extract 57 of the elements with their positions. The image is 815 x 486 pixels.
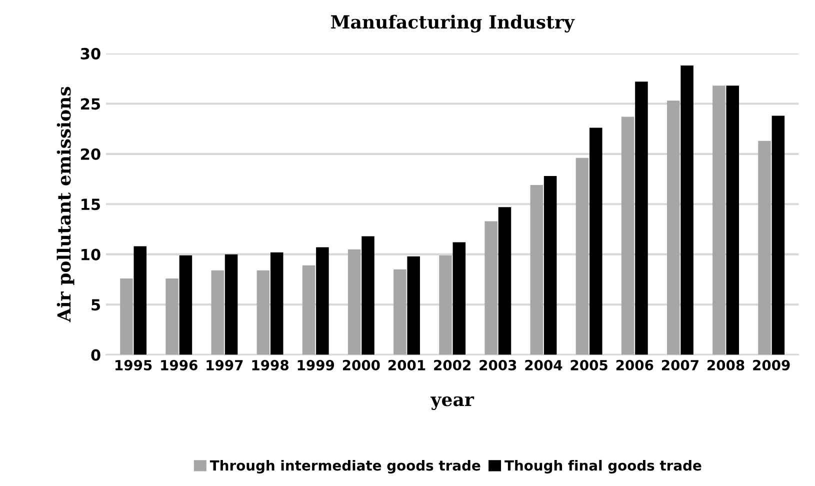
bar [621, 116, 634, 355]
y-tick-label: 0 [91, 349, 100, 361]
bar [484, 221, 498, 355]
bar [726, 86, 739, 355]
x-tick-label: 1997 [206, 360, 243, 370]
bar [134, 246, 147, 355]
bar [635, 82, 648, 355]
bar [758, 140, 771, 355]
x-axis-title: year [430, 396, 474, 410]
y-tick-label: 10 [82, 248, 100, 260]
y-axis-title: Air pollutant emissions [56, 86, 74, 322]
bar [224, 254, 238, 355]
bar [256, 270, 270, 355]
bar [166, 278, 178, 355]
bar [348, 249, 361, 355]
x-tick-label: 2000 [342, 360, 380, 370]
bar [179, 255, 192, 355]
bar [680, 66, 694, 355]
x-tick-label: 2006 [616, 360, 654, 370]
x-tick-label: 2001 [388, 360, 426, 370]
y-tick-label: 25 [81, 98, 100, 110]
legend-label: Through intermediate goods trade [210, 460, 480, 474]
x-tick-label: 1999 [298, 360, 334, 370]
x-tick-label: 1995 [116, 360, 152, 370]
bar [544, 176, 557, 355]
bar [302, 265, 316, 355]
bar [498, 207, 512, 355]
bar [590, 128, 602, 355]
x-tick-label: 2004 [525, 360, 562, 370]
bar [772, 116, 785, 355]
x-tick-label: 2008 [708, 360, 744, 370]
y-tick-label: 15 [82, 198, 100, 210]
y-tick-label: 5 [92, 299, 100, 311]
bar [120, 278, 133, 355]
bar [452, 242, 466, 355]
x-tick-label: 1998 [252, 360, 288, 370]
bar [316, 247, 329, 355]
y-tick-label: 30 [80, 48, 100, 60]
x-tick-label: 2005 [570, 360, 608, 370]
bar [439, 255, 452, 355]
x-tick-label: 2007 [662, 360, 698, 370]
bar [270, 252, 284, 355]
x-tick-label: 2009 [753, 360, 790, 370]
legend-label: Though final goods trade [504, 460, 702, 474]
x-tick-label: 1996 [161, 360, 198, 370]
bar [211, 270, 224, 355]
chart-title: Manufacturing Industry [331, 14, 575, 32]
bar [576, 158, 589, 355]
bar [362, 236, 374, 355]
y-tick-label: 20 [81, 148, 100, 160]
bar [712, 86, 726, 355]
x-tick-label: 2003 [480, 360, 516, 370]
bar [407, 256, 420, 355]
x-tick-label: 2002 [434, 360, 470, 370]
bar [666, 100, 680, 355]
bar [530, 185, 544, 355]
bar [394, 269, 406, 355]
